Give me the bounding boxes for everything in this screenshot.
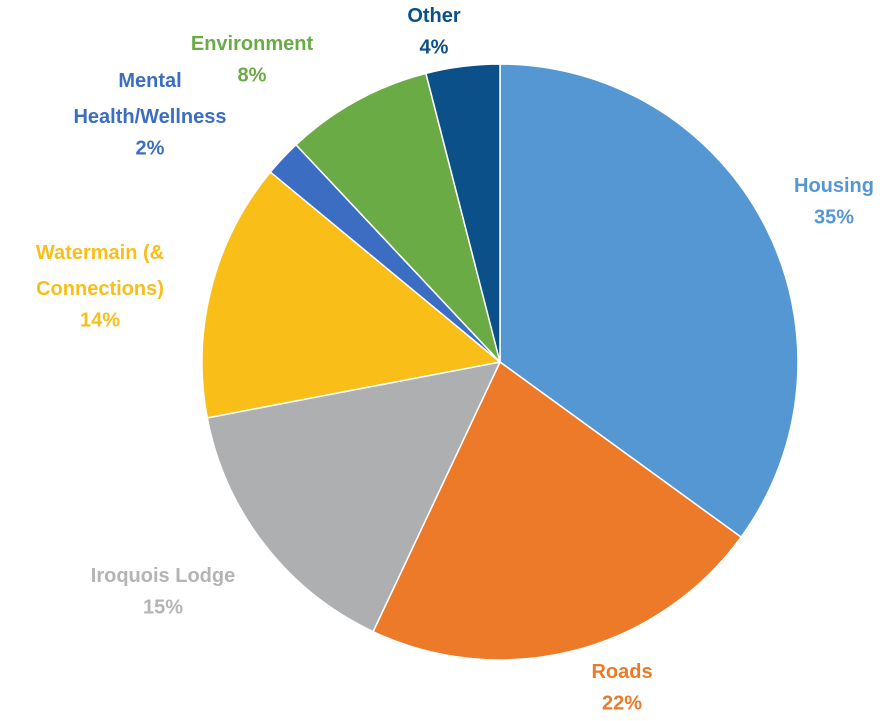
slice-label: Other — [407, 5, 461, 27]
label-line: Roads — [591, 661, 652, 683]
value-label: 4% — [420, 36, 449, 58]
slice-label: Iroquois Lodge — [91, 565, 235, 587]
slice-label: Mental Health/Wellness — [73, 70, 226, 128]
pie-slice — [499, 63, 799, 539]
value-label: 14% — [80, 309, 120, 331]
slice-label: Housing — [794, 175, 874, 197]
label-line: Environment — [191, 33, 314, 55]
label-line: Housing — [794, 175, 874, 197]
label-line: Mental — [118, 70, 181, 92]
label-line: Other — [407, 5, 461, 27]
label-line: Connections) — [36, 278, 164, 300]
value-label: 15% — [143, 596, 183, 618]
pie-slice — [206, 360, 502, 633]
slice-label: Watermain (& Connections) — [36, 242, 164, 300]
pie-slice — [424, 63, 501, 363]
value-label: 22% — [602, 692, 642, 714]
pie-slice — [294, 72, 501, 363]
slice-label: Environment — [191, 33, 314, 55]
label-line: Health/Wellness — [73, 106, 226, 128]
value-label: 2% — [136, 137, 165, 159]
value-label: 8% — [238, 64, 267, 86]
label-line: Watermain (& — [36, 242, 164, 264]
value-label: 35% — [814, 206, 854, 228]
pie-slice — [201, 170, 502, 419]
slice-label: Roads — [591, 661, 652, 683]
label-line: Iroquois Lodge — [91, 565, 235, 587]
